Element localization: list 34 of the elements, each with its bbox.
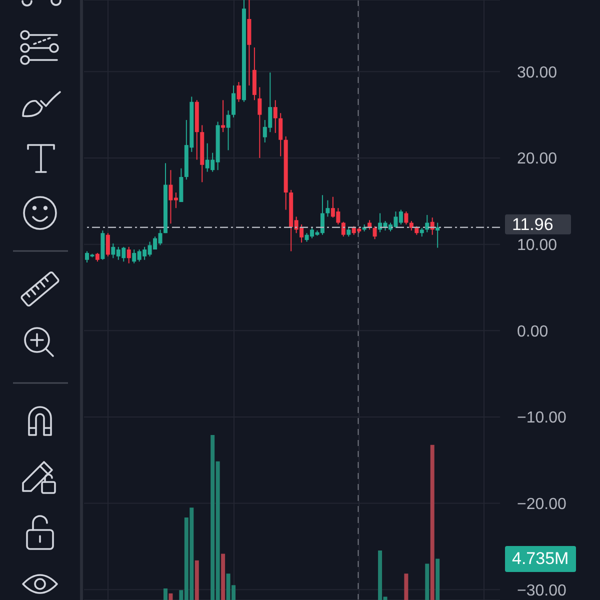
candlestick bbox=[126, 246, 131, 264]
candlestick bbox=[409, 220, 414, 232]
candlestick bbox=[372, 226, 377, 240]
y-tick-label: −30.00 bbox=[517, 582, 566, 600]
bar bbox=[194, 560, 199, 600]
candlestick bbox=[273, 100, 278, 134]
candlestick bbox=[425, 214, 430, 233]
y-tick-label: 20.00 bbox=[517, 150, 558, 168]
candlestick bbox=[404, 211, 408, 225]
bar bbox=[221, 554, 226, 600]
bar bbox=[425, 564, 430, 600]
candlestick bbox=[236, 82, 241, 102]
candlestick bbox=[341, 221, 346, 238]
ref-line-label: 11.96 bbox=[512, 214, 554, 234]
bar bbox=[163, 588, 168, 600]
candlestick bbox=[106, 232, 110, 257]
text: 4.735M bbox=[505, 546, 576, 572]
y-tick-label: 30.00 bbox=[517, 64, 558, 82]
candlestick bbox=[226, 110, 230, 151]
y-tick-label: 10.00 bbox=[517, 236, 558, 254]
candlestick bbox=[221, 100, 226, 133]
y-tick-label: 0.00 bbox=[517, 323, 548, 340]
bar bbox=[430, 444, 434, 600]
candlestick bbox=[232, 84, 236, 118]
candlestick bbox=[346, 226, 351, 238]
candlestick bbox=[436, 222, 440, 248]
bar bbox=[404, 574, 408, 600]
candlestick bbox=[258, 86, 262, 158]
candlestick bbox=[326, 200, 330, 218]
y-tick-label: −20.00 bbox=[517, 496, 566, 513]
candlestick bbox=[278, 112, 283, 157]
y-tick-label: −10.00 bbox=[517, 410, 566, 427]
bar bbox=[436, 558, 440, 600]
bar bbox=[168, 593, 173, 600]
